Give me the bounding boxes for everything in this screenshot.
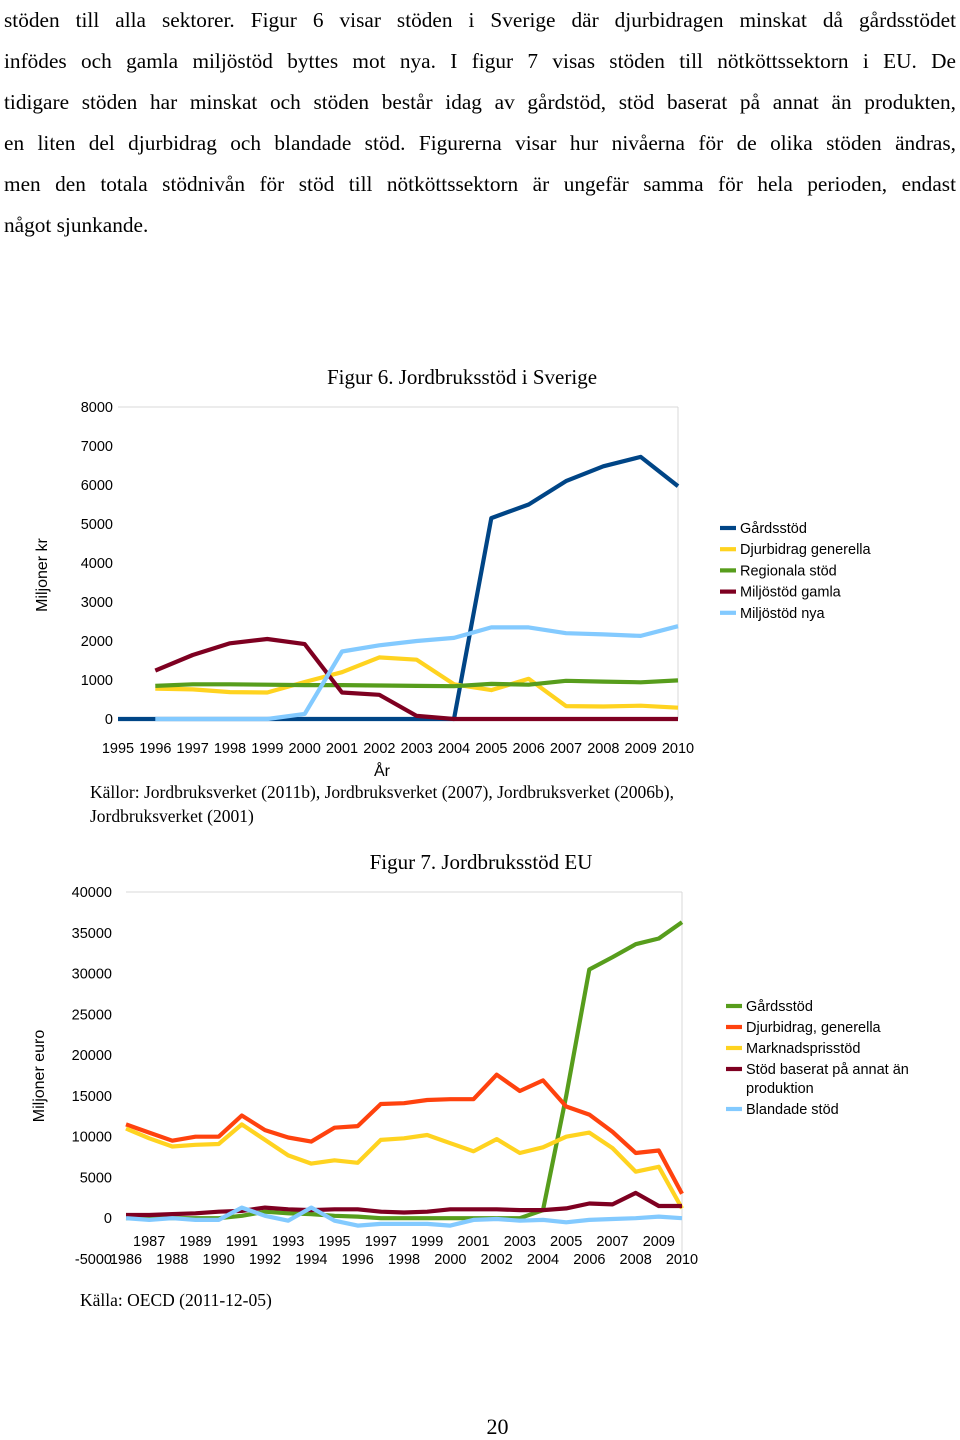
x-tick-label: 1992	[249, 1252, 281, 1268]
x-tick-label: 2005	[475, 741, 507, 757]
series-line-djurbidrag-generella	[125, 1072, 684, 1195]
x-tick-label: 2008	[620, 1252, 652, 1268]
x-tick-label: 1997	[177, 741, 209, 757]
x-tick-label: 1989	[179, 1234, 211, 1250]
x-tick-label: 2006	[573, 1252, 605, 1268]
series-line-gårdsstöd	[126, 920, 684, 1221]
x-axis-label: År	[374, 761, 391, 780]
y-axis-label: Miljoner kr	[34, 537, 51, 611]
legend-label: Gårdsstöd	[746, 999, 813, 1015]
x-tick-label: 1991	[226, 1234, 258, 1250]
x-tick-label: 1988	[156, 1252, 188, 1268]
x-tick-label: 2010	[666, 1252, 698, 1268]
chart-title: Figur 6. Jordbruksstöd i Sverige	[327, 365, 597, 389]
x-tick-label: 1996	[139, 741, 171, 757]
x-tick-label: 2001	[457, 1234, 489, 1250]
paragraph-line: något sjunkande.	[4, 213, 149, 237]
y-tick-label: 1000	[81, 673, 113, 689]
y-tick-label: 5000	[81, 517, 113, 533]
x-tick-label: 2002	[481, 1252, 513, 1268]
y-tick-label: 5000	[80, 1170, 112, 1186]
legend-label: Gårdsstöd	[740, 521, 807, 537]
x-tick-label: 2006	[513, 741, 545, 757]
x-tick-label: 2003	[504, 1234, 536, 1250]
series-line-stöd-baserat-på-annat-än-produktion	[126, 1190, 682, 1218]
y-tick-label: 40000	[72, 885, 112, 901]
x-tick-label: 2005	[550, 1234, 582, 1250]
x-tick-label: 2008	[587, 741, 619, 757]
y-tick-label: 0	[105, 712, 113, 728]
paragraph-line: infödes och gamla miljöstöd byttes mot n…	[4, 49, 956, 73]
series-line-marknadsprisstöd	[125, 1122, 684, 1210]
series-line-regionala-stöd	[155, 678, 679, 689]
legend-label: produktion	[746, 1081, 814, 1097]
y-tick-label: 2000	[81, 634, 113, 650]
x-tick-label: 2007	[550, 741, 582, 757]
legend-label: Djurbidrag generella	[740, 542, 872, 558]
y-tick-label: 3000	[81, 595, 113, 611]
y-tick-label: 35000	[72, 926, 112, 942]
legend-label: Regionala stöd	[740, 563, 837, 579]
x-tick-label: 1996	[342, 1252, 374, 1268]
x-tick-label: 1995	[102, 741, 134, 757]
y-tick-label: 6000	[81, 478, 113, 494]
page-number: 20	[486, 1414, 509, 1439]
y-tick-label: 8000	[81, 400, 113, 416]
x-tick-label: 2002	[363, 741, 395, 757]
y-tick-label: 30000	[72, 967, 112, 983]
series-line-miljöstöd-nya	[155, 624, 679, 722]
legend-label: Djurbidrag, generella	[746, 1020, 882, 1036]
x-tick-label: 2003	[401, 741, 433, 757]
paragraph-line: tidigare stöden har minskat och stöden b…	[4, 90, 956, 114]
y-tick-label: -5000	[75, 1252, 112, 1268]
x-tick-label: 1993	[272, 1234, 304, 1250]
x-tick-label: 2004	[527, 1252, 559, 1268]
x-tick-label: 1990	[203, 1252, 235, 1268]
figure7-source: Källa: OECD (2011-12-05)	[80, 1290, 272, 1310]
x-tick-label: 1999	[411, 1234, 443, 1250]
x-tick-label: 1998	[388, 1252, 420, 1268]
legend-label: Blandade stöd	[746, 1102, 839, 1118]
y-tick-label: 10000	[72, 1130, 112, 1146]
x-tick-label: 2009	[643, 1234, 675, 1250]
x-tick-label: 1997	[365, 1234, 397, 1250]
x-tick-label: 2010	[662, 741, 694, 757]
paragraph-line: en liten del djurbidrag och blandade stö…	[4, 131, 956, 155]
series-line-blandade-stöd	[125, 1205, 683, 1228]
paragraph-line: stöden till alla sektorer. Figur 6 visar…	[4, 8, 956, 32]
x-tick-label: 1999	[251, 741, 283, 757]
figure6-source: Källor: Jordbruksverket (2011b), Jordbru…	[90, 782, 675, 826]
y-axis-label: Miljoner euro	[31, 1030, 48, 1123]
y-tick-label: 15000	[72, 1089, 112, 1105]
x-tick-label: 2007	[596, 1234, 628, 1250]
x-tick-label: 2000	[289, 741, 321, 757]
y-tick-label: 20000	[72, 1048, 112, 1064]
legend-label: Miljöstöd gamla	[740, 585, 842, 601]
legend-label: Marknadsprisstöd	[746, 1041, 860, 1057]
legend-label: Miljöstöd nya	[740, 606, 826, 622]
x-tick-label: 1995	[318, 1234, 350, 1250]
y-tick-label: 25000	[72, 1007, 112, 1023]
x-tick-label: 2009	[625, 741, 657, 757]
series-line-miljöstöd-gamla	[154, 636, 678, 722]
x-tick-label: 1987	[133, 1234, 165, 1250]
x-tick-label: 1994	[295, 1252, 327, 1268]
x-tick-label: 2004	[438, 741, 470, 757]
body-paragraph: stöden till alla sektorer. Figur 6 visar…	[4, 0, 956, 246]
x-tick-label: 1998	[214, 741, 246, 757]
paragraph-line: men den totala stödnivån för stöd till n…	[4, 172, 956, 196]
series-line-djurbidrag-generella	[155, 655, 679, 710]
x-tick-label: 2000	[434, 1252, 466, 1268]
y-tick-label: 4000	[81, 556, 113, 572]
chart-title: Figur 7. Jordbruksstöd EU	[370, 850, 593, 874]
y-tick-label: 0	[104, 1211, 112, 1227]
y-tick-label: 7000	[81, 439, 113, 455]
x-tick-label: 2001	[326, 741, 358, 757]
legend-label: Stöd baserat på annat än	[746, 1062, 909, 1078]
x-tick-label: 1986	[110, 1252, 142, 1268]
